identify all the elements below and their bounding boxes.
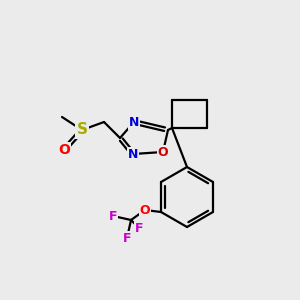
Text: O: O [58, 143, 70, 157]
Text: O: O [140, 203, 150, 217]
Text: N: N [129, 116, 139, 128]
Text: N: N [128, 148, 138, 160]
Text: F: F [109, 209, 117, 223]
Text: F: F [123, 232, 131, 244]
Text: F: F [135, 221, 143, 235]
Text: O: O [158, 146, 168, 158]
Text: S: S [76, 122, 88, 137]
